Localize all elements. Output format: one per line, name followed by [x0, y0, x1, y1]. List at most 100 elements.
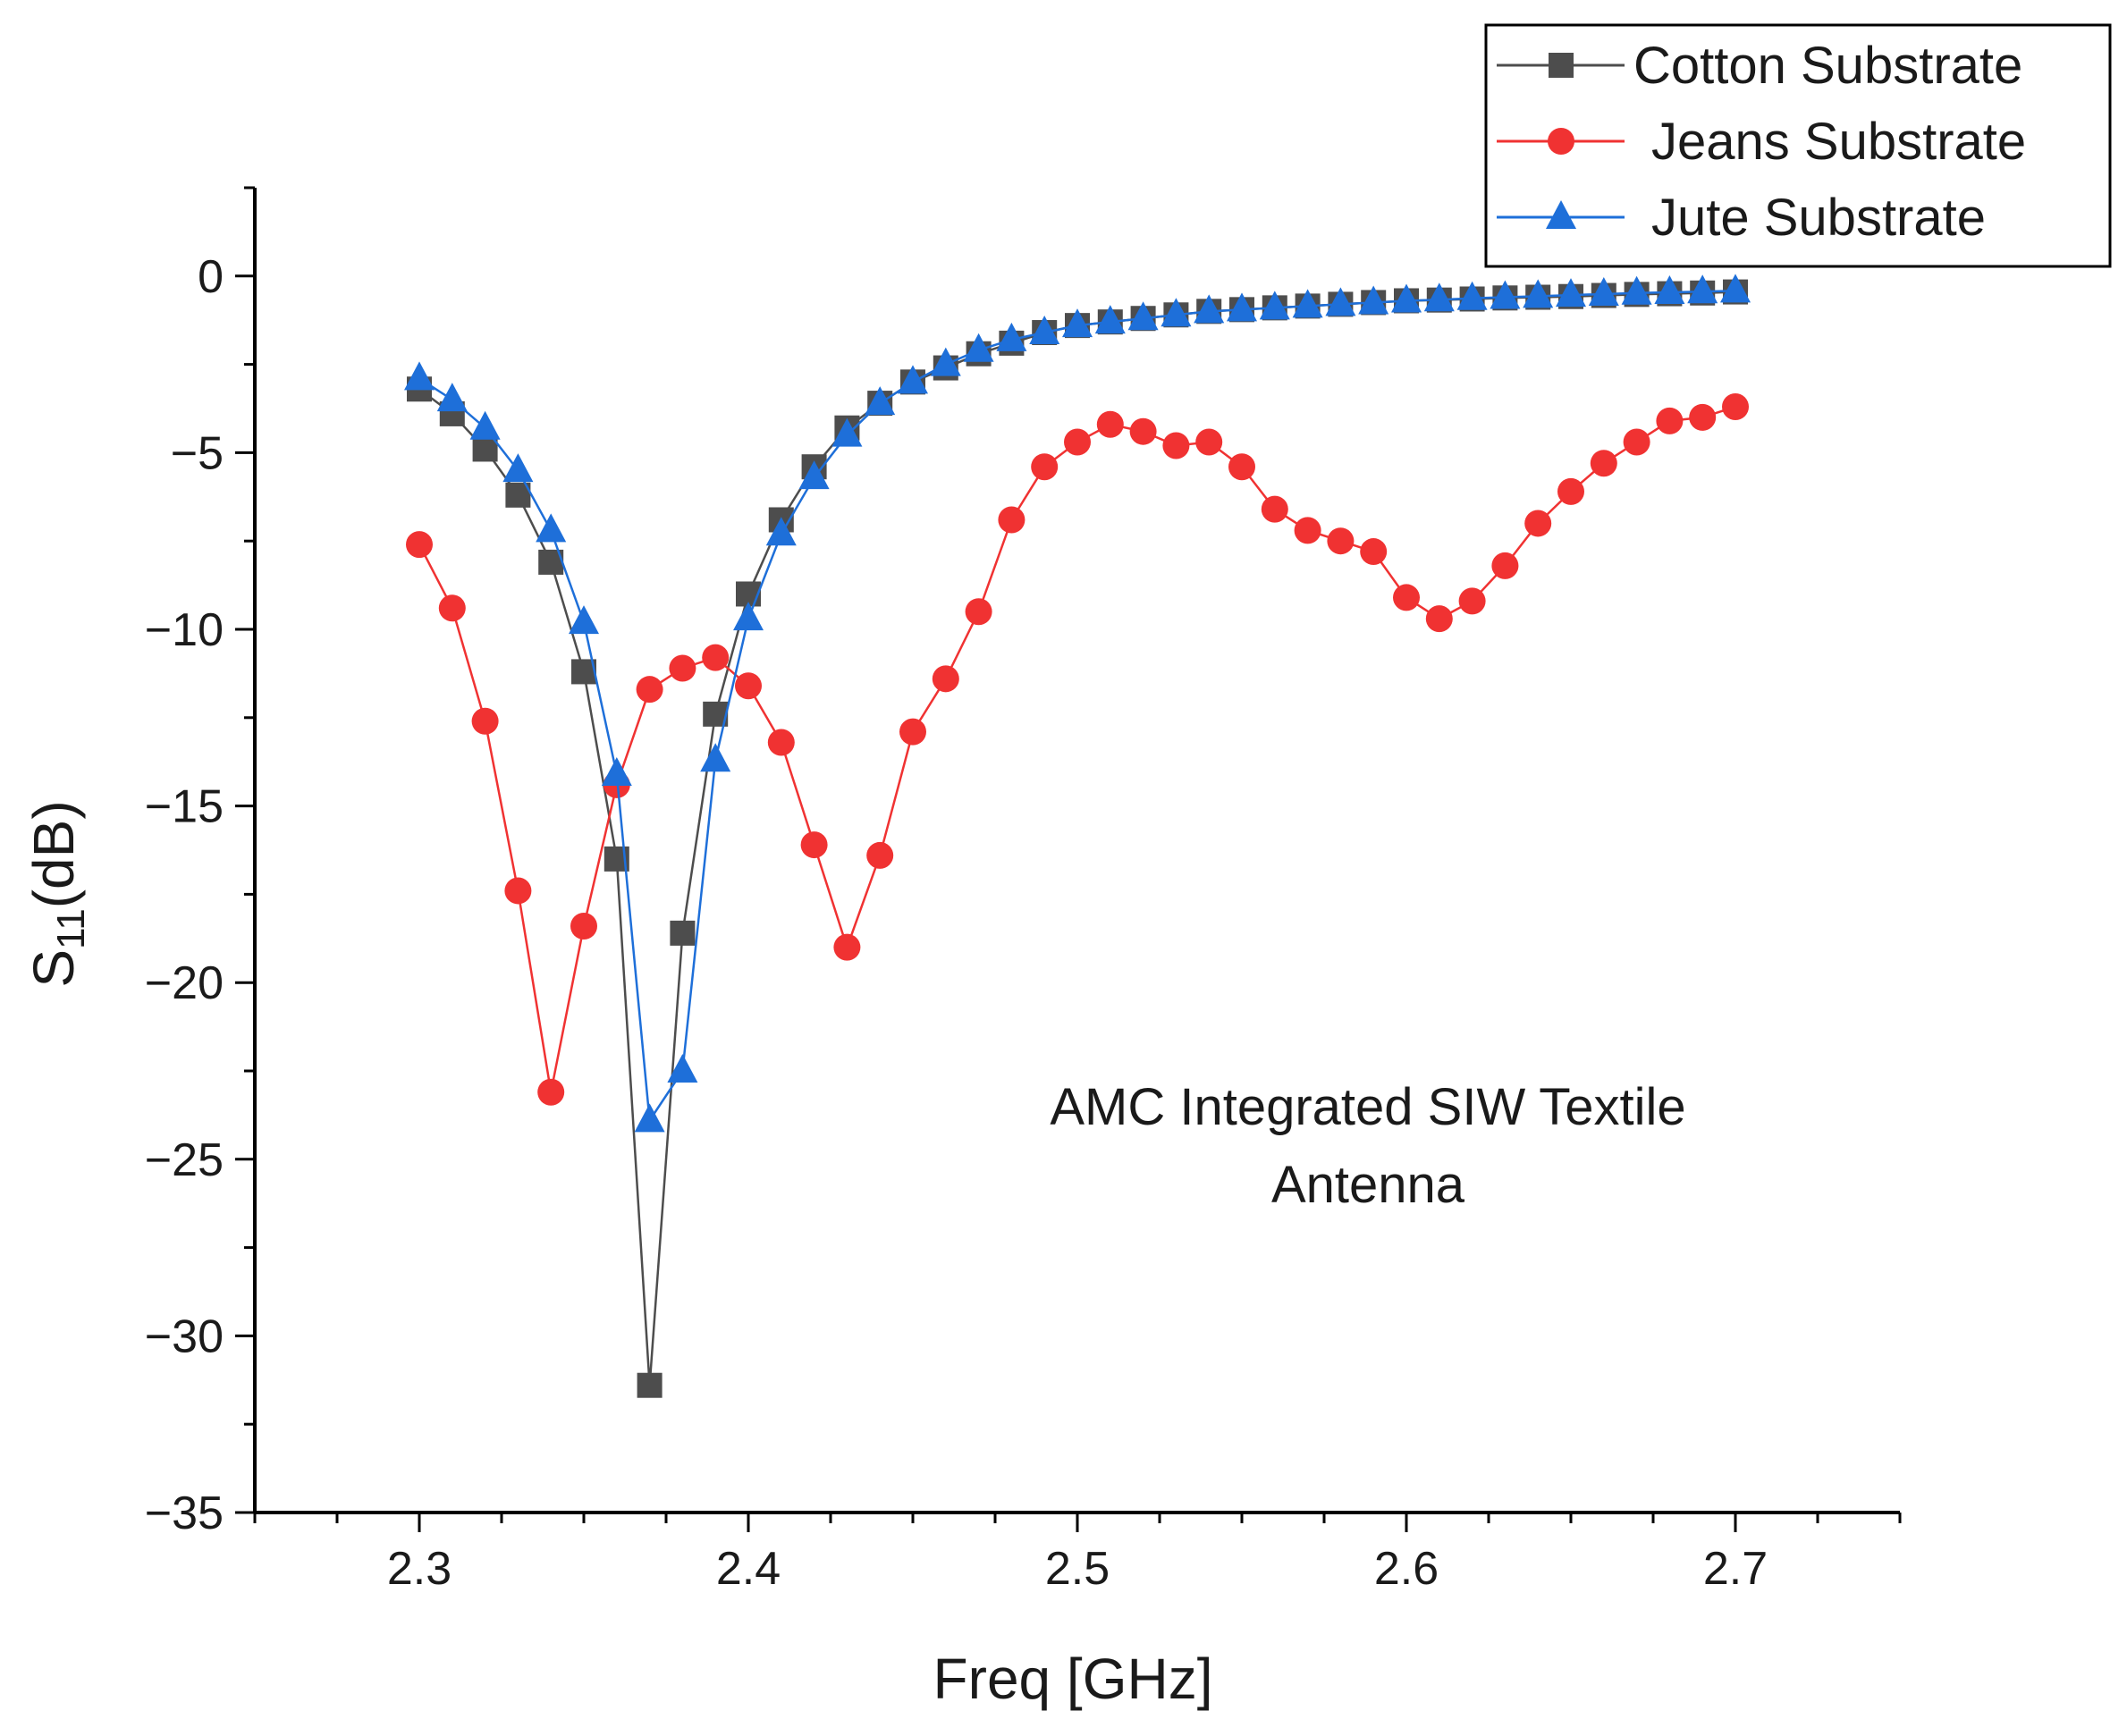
jute-substrate-point [1720, 274, 1751, 303]
jute-substrate-point [1194, 294, 1225, 324]
jute-substrate-point [963, 333, 994, 362]
legend-marker-jeans-substrate [1548, 128, 1574, 155]
jute-substrate-point [1292, 289, 1323, 318]
x-axis-title: Freq [GHz] [933, 1647, 1213, 1711]
jeans-substrate-line [418, 405, 1736, 1092]
jute-substrate-point [1161, 298, 1192, 327]
jeans-substrate-point [767, 729, 795, 756]
x-tick-label: 2.7 [1703, 1543, 1768, 1595]
jeans-substrate-point [899, 718, 926, 746]
jute-substrate-point [667, 1054, 698, 1083]
jute-substrate-point [1556, 278, 1586, 308]
jeans-substrate-point [570, 912, 597, 940]
y-axis-title: S11(dB) [21, 800, 93, 987]
jeans-substrate-point [1689, 403, 1717, 431]
legend-label-jeans-substrate: Jeans Substrate [1651, 113, 2026, 171]
jute-substrate-point [1588, 276, 1619, 306]
jeans-substrate-point [833, 933, 861, 961]
jute-substrate-line [418, 290, 1736, 1124]
jute-substrate-point [865, 386, 896, 416]
jeans-substrate-point [1491, 552, 1519, 579]
jute-substrate-point [1490, 280, 1521, 309]
jute-substrate-point [502, 453, 534, 483]
jute-substrate-point [1687, 274, 1718, 304]
jeans-substrate-point [1096, 410, 1124, 438]
x-tick-label: 2.3 [387, 1543, 452, 1595]
jute-substrate-point [1423, 282, 1455, 312]
jeans-substrate-point [1524, 510, 1552, 537]
jute-substrate-point [1325, 287, 1356, 316]
jute-substrate-point [469, 410, 501, 440]
jute-substrate-point [1094, 305, 1126, 334]
jute-substrate-point [1062, 308, 1093, 338]
y-tick-label: −30 [145, 1310, 224, 1362]
jeans-substrate-point [1557, 477, 1584, 505]
y-tick-label: 0 [198, 251, 224, 303]
jute-substrate-point [1358, 285, 1389, 315]
jeans-substrate-point [866, 841, 894, 869]
jeans-substrate-point [800, 831, 828, 859]
legend: Cotton Substrate Jeans Substrate Jute Subs… [1484, 23, 2112, 268]
y-tick-label: −5 [171, 427, 224, 479]
jute-substrate-point [831, 417, 863, 447]
jeans-substrate-point [1360, 538, 1388, 566]
jute-substrate-point [1456, 281, 1488, 310]
jeans-substrate-point [1722, 393, 1749, 421]
jute-substrate-series [404, 274, 1751, 1133]
jeans-substrate-point [471, 707, 499, 735]
cotton-substrate-point [637, 1372, 663, 1398]
jeans-substrate-point [1261, 495, 1288, 523]
cotton-substrate-point [670, 920, 696, 946]
jute-substrate-point [765, 517, 797, 546]
jute-substrate-point [569, 605, 599, 635]
jute-substrate-point [930, 347, 961, 376]
jeans-substrate-point [1425, 605, 1453, 633]
y-axis-title-suffix: (dB) [21, 800, 86, 908]
legend-label-cotton-substrate: Cotton Substrate [1633, 37, 2022, 95]
jute-substrate-point [996, 322, 1027, 351]
jute-substrate-point [733, 602, 764, 631]
jeans-substrate-point [636, 676, 663, 704]
jeans-substrate-point [504, 877, 532, 905]
x-tick-label: 2.5 [1045, 1543, 1110, 1595]
y-axis-title-main: S [21, 949, 86, 988]
jute-substrate-point [898, 365, 928, 394]
jeans-substrate-point [702, 644, 730, 671]
jeans-substrate-point [1393, 584, 1420, 611]
jute-substrate-point [601, 757, 632, 787]
jute-substrate-point [1391, 283, 1422, 313]
jeans-substrate-point [1327, 527, 1355, 555]
y-tick-label: −25 [145, 1134, 224, 1186]
legend-marker-jute-substrate [1546, 200, 1576, 229]
y-tick-label: −35 [145, 1487, 224, 1539]
x-tick-label: 2.4 [716, 1543, 781, 1595]
plot-axes: 2.3 2.4 2.5 2.6 2.7 0 −5 −10 −15 −20 −25 −30 −35 [145, 186, 1902, 1595]
jute-substrate-point [1259, 291, 1290, 320]
jute-substrate-point [634, 1103, 665, 1133]
jeans-substrate-point [669, 654, 696, 682]
jeans-substrate-point [1294, 517, 1321, 544]
jeans-substrate-point [406, 531, 433, 559]
jeans-substrate-point [1162, 432, 1190, 459]
jeans-substrate-point [537, 1078, 565, 1106]
y-tick-label: −10 [145, 604, 224, 656]
jeans-substrate-point [932, 665, 959, 693]
jeans-substrate-point [998, 506, 1026, 534]
x-tick-label: 2.6 [1374, 1543, 1439, 1595]
jeans-substrate-point [1031, 453, 1059, 481]
jeans-substrate-point [1195, 428, 1223, 456]
y-tick-label: −15 [145, 781, 224, 833]
jeans-substrate-series [406, 393, 1749, 1106]
y-axis-title-sub: 11 [49, 908, 93, 949]
legend-label-jute-substrate: Jute Substrate [1651, 189, 1986, 247]
jeans-substrate-point [965, 598, 992, 626]
annotation-line-1: AMC Integrated SIW Textile [1050, 1078, 1685, 1136]
jute-substrate-point [436, 383, 468, 412]
cotton-substrate-line [418, 291, 1736, 1386]
jute-substrate-point [1621, 275, 1652, 305]
cotton-substrate-point [472, 436, 498, 462]
jute-substrate-point [1523, 279, 1554, 308]
jeans-substrate-point [1623, 428, 1650, 456]
annotation-line-2: Antenna [1271, 1156, 1465, 1214]
